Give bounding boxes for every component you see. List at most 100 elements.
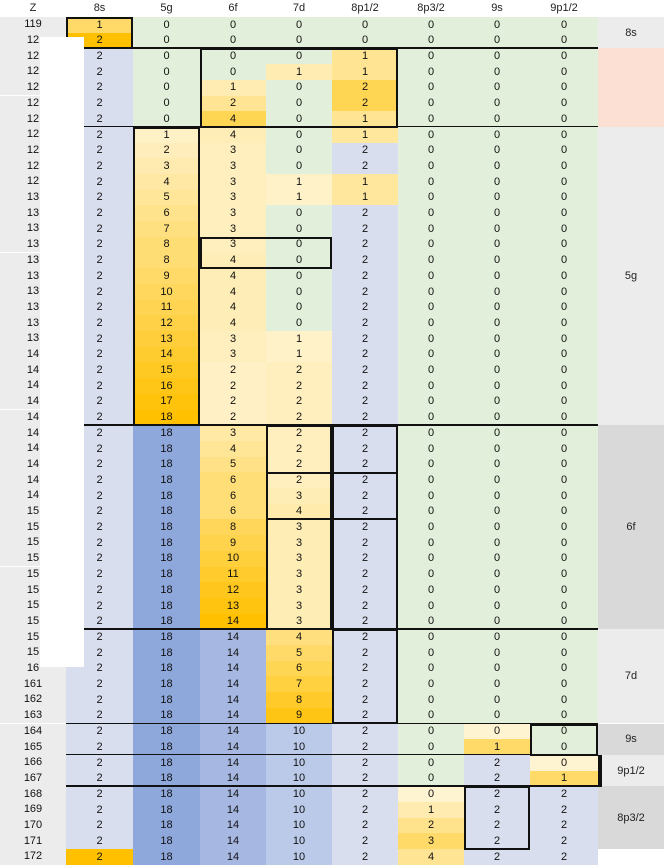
table-cell: 2 (332, 456, 398, 473)
z-cell: 162 (0, 692, 66, 708)
table-cell: 2 (332, 723, 398, 740)
table-cell: 2 (332, 315, 398, 332)
table-cell: 14 (200, 692, 266, 709)
table-cell: 2 (266, 409, 332, 426)
table-cell: 0 (398, 739, 464, 756)
table-cell: 8 (133, 252, 200, 269)
table-cell: 1 (266, 346, 332, 363)
column-header-7: 9s (491, 2, 503, 14)
table-cell: 18 (133, 629, 200, 646)
table-cell: 2 (530, 786, 598, 803)
table-cell: 0 (266, 283, 332, 301)
table-cell: 18 (133, 770, 200, 787)
column-header-8: 9p1/2 (550, 2, 578, 14)
table-cell: 0 (133, 95, 200, 112)
table-cell: 0 (266, 48, 332, 65)
table-cell: 0 (530, 676, 598, 693)
table-cell: 0 (530, 739, 598, 756)
table-cell: 0 (398, 362, 464, 379)
table-cell: 4 (200, 111, 266, 128)
table-cell: 18 (133, 707, 200, 725)
table-cell: 14 (200, 786, 266, 803)
table-cell: 0 (398, 221, 464, 238)
table-cell: 18 (133, 503, 200, 520)
table-cell: 0 (464, 692, 530, 709)
table-cell: 0 (464, 64, 530, 81)
table-cell: 2 (332, 786, 398, 803)
table-cell: 0 (464, 645, 530, 662)
table-cell: 3 (266, 613, 332, 630)
table-cell: 0 (133, 79, 200, 97)
table-cell: 0 (530, 582, 598, 599)
block-label: 7d (598, 629, 664, 724)
block-separator (66, 753, 598, 756)
block-label: 6f (598, 425, 664, 630)
table-cell: 18 (133, 645, 200, 662)
table-cell: 13 (133, 331, 200, 348)
table-cell: 0 (266, 32, 332, 49)
table-cell: 0 (398, 488, 464, 505)
table-cell: 18 (133, 488, 200, 505)
table-cell: 0 (398, 17, 464, 34)
table-cell: 18 (133, 754, 200, 772)
table-cell: 3 (266, 535, 332, 552)
table-cell: 0 (464, 440, 530, 458)
table-cell: 0 (530, 283, 598, 301)
table-cell: 3 (200, 236, 266, 254)
z-cell: 165 (0, 739, 66, 755)
table-cell: 2 (332, 440, 398, 458)
table-cell: 0 (133, 17, 200, 34)
table-cell: 0 (530, 268, 598, 285)
table-cell: 0 (266, 236, 332, 254)
table-cell: 0 (398, 613, 464, 630)
table-cell: 18 (133, 817, 200, 834)
table-cell: 0 (398, 299, 464, 316)
table-cell: 2 (332, 629, 398, 646)
table-cell: 2 (332, 802, 398, 819)
table-cell: 6 (133, 205, 200, 222)
table-cell: 0 (464, 158, 530, 175)
table-cell: 0 (398, 158, 464, 175)
table-cell: 0 (530, 613, 598, 630)
table-cell: 18 (133, 566, 200, 583)
table-cell: 0 (464, 32, 530, 49)
table-cell: 0 (398, 723, 464, 740)
table-cell: 14 (200, 660, 266, 677)
table-cell: 0 (398, 645, 464, 662)
column-header-6: 8p3/2 (417, 2, 445, 14)
block-separator (66, 628, 598, 630)
table-cell: 18 (133, 409, 200, 426)
table-cell: 2 (66, 833, 133, 850)
table-cell: 3 (200, 331, 266, 348)
table-cell: 1 (332, 48, 398, 65)
table-cell: 0 (398, 283, 464, 301)
table-cell: 4 (398, 849, 464, 865)
table-cell: 2 (332, 597, 398, 615)
table-cell: 0 (398, 629, 464, 646)
table-cell: 0 (464, 331, 530, 348)
mask (40, 37, 84, 667)
table-cell: 3 (266, 488, 332, 505)
table-cell: 2 (200, 409, 266, 426)
table-cell: 10 (266, 802, 332, 819)
table-cell: 0 (464, 79, 530, 97)
table-cell: 2 (332, 503, 398, 520)
table-cell: 1 (332, 126, 398, 144)
table-cell: 0 (530, 111, 598, 128)
table-cell: 2 (332, 817, 398, 834)
table-cell: 0 (398, 189, 464, 206)
table-cell: 1 (266, 174, 332, 191)
table-cell: 0 (530, 519, 598, 536)
table-cell: 4 (266, 629, 332, 646)
table-cell: 18 (133, 660, 200, 677)
table-cell: 0 (464, 362, 530, 379)
table-cell: 14 (200, 707, 266, 725)
table-cell: 3 (200, 174, 266, 191)
table-cell: 0 (464, 550, 530, 568)
table-cell: 0 (464, 707, 530, 725)
table-cell: 4 (200, 126, 266, 144)
table-cell: 12 (133, 315, 200, 332)
table-cell: 2 (66, 849, 133, 865)
table-cell: 0 (530, 174, 598, 191)
